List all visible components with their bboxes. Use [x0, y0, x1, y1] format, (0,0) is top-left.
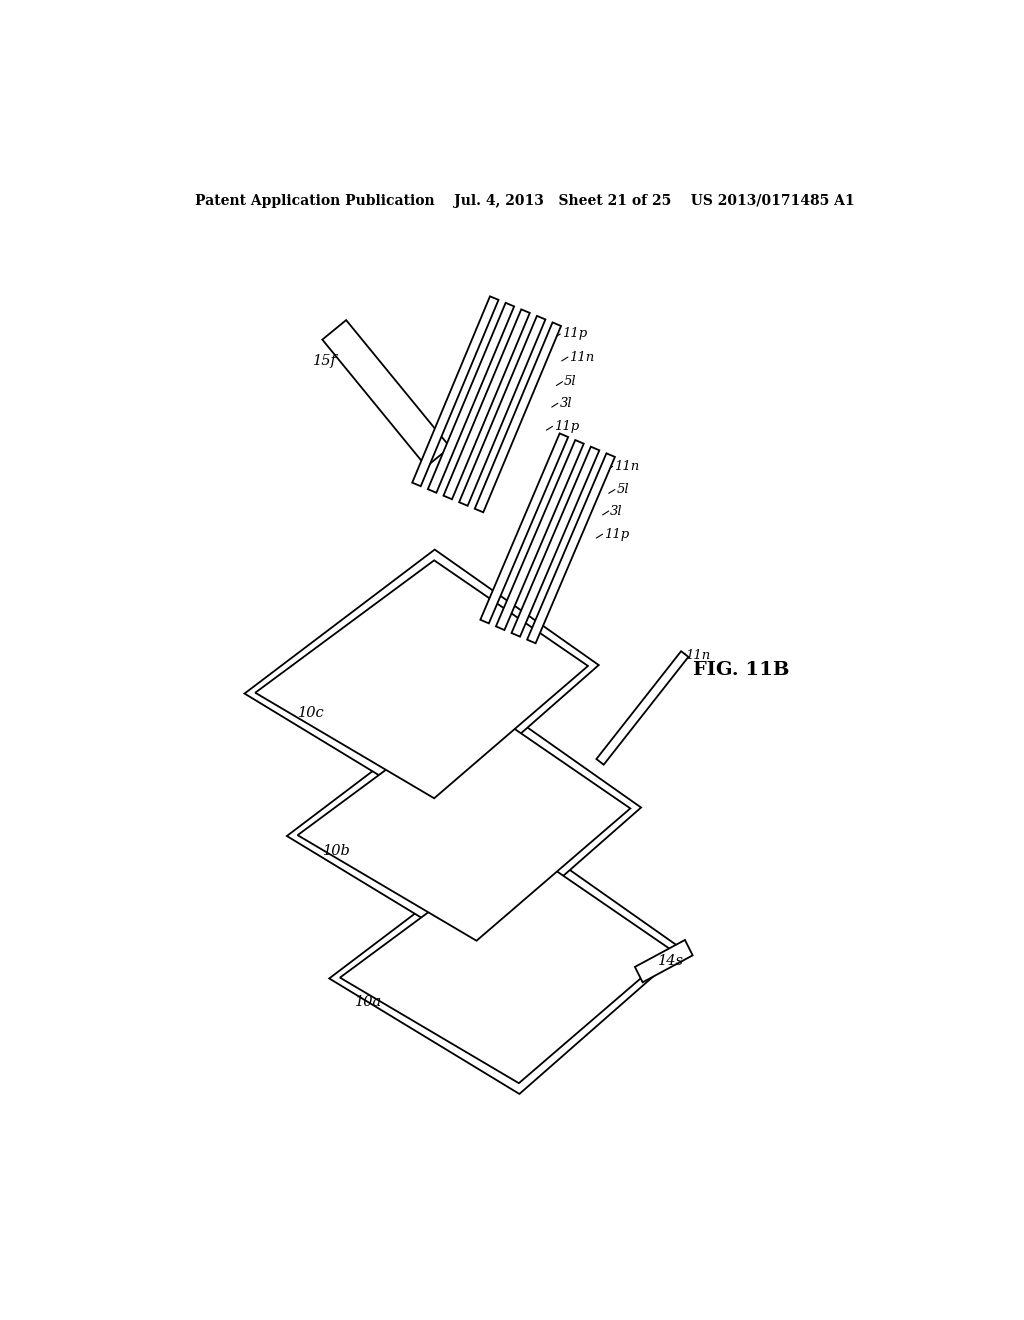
Text: FIG. 11B: FIG. 11B [692, 661, 790, 680]
Polygon shape [298, 702, 631, 941]
Text: 10a: 10a [355, 994, 383, 1008]
Polygon shape [443, 309, 529, 499]
Polygon shape [496, 440, 584, 630]
Polygon shape [245, 549, 599, 809]
Text: 3l: 3l [610, 504, 623, 517]
Text: 11n: 11n [685, 648, 711, 661]
Text: 11p: 11p [604, 528, 630, 541]
Text: 11p: 11p [562, 327, 587, 341]
Text: 15f: 15f [313, 354, 337, 368]
Text: 5l: 5l [616, 483, 629, 496]
Polygon shape [459, 315, 546, 506]
Polygon shape [635, 940, 692, 982]
Polygon shape [596, 651, 688, 764]
Polygon shape [480, 433, 568, 623]
Text: 11n: 11n [569, 351, 595, 363]
Text: 11p: 11p [554, 420, 580, 433]
Polygon shape [527, 453, 615, 643]
Polygon shape [413, 296, 499, 486]
Text: 11n: 11n [614, 459, 639, 473]
Polygon shape [428, 302, 514, 492]
Text: 10b: 10b [323, 845, 351, 858]
Text: 14s: 14s [658, 954, 684, 968]
Text: Patent Application Publication    Jul. 4, 2013   Sheet 21 of 25    US 2013/01714: Patent Application Publication Jul. 4, 2… [195, 194, 855, 207]
Polygon shape [255, 560, 588, 799]
Text: 3l: 3l [559, 397, 572, 409]
Polygon shape [323, 321, 451, 467]
Polygon shape [287, 692, 641, 952]
Polygon shape [340, 845, 673, 1084]
Text: 5l: 5l [564, 375, 577, 388]
Polygon shape [475, 322, 561, 512]
Text: 10c: 10c [298, 706, 326, 719]
Polygon shape [330, 834, 683, 1094]
Polygon shape [512, 446, 599, 636]
